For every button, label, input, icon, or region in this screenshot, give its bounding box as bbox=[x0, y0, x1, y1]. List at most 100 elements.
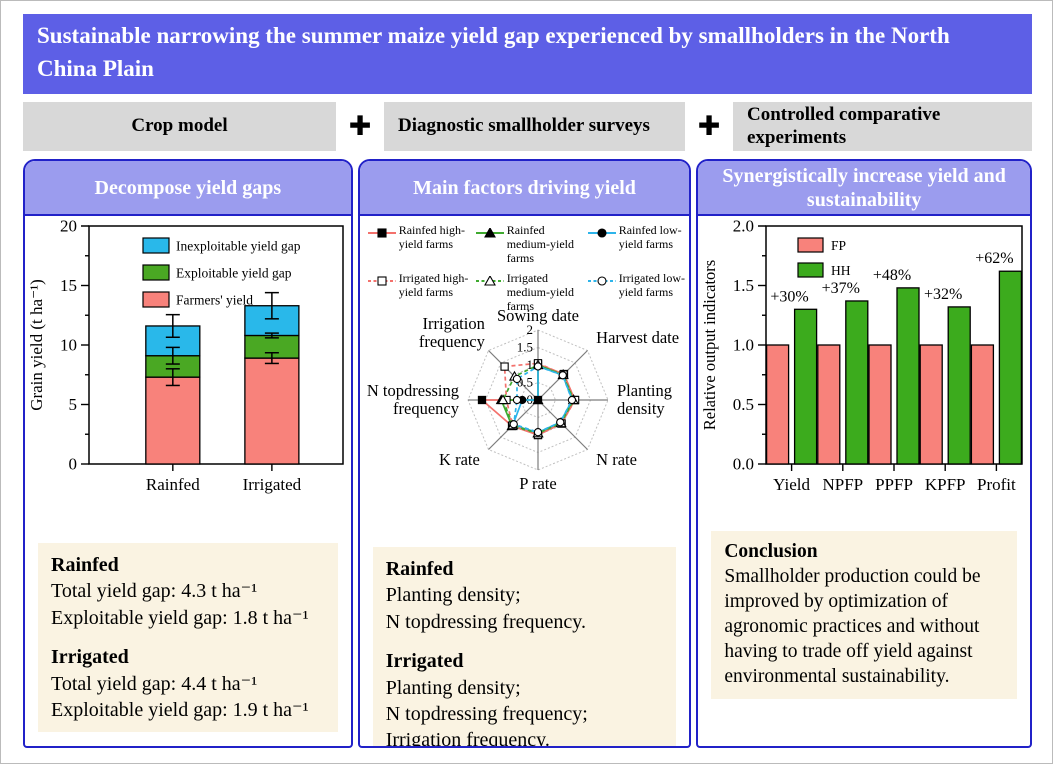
svg-text:Irrigation: Irrigation bbox=[422, 314, 484, 333]
note-box: Conclusion Smallholder production could b… bbox=[711, 531, 1017, 699]
note-line: Total yield gap: 4.4 t ha⁻¹ bbox=[51, 672, 258, 695]
stacked-bar-chart: 0 5 10 15 20 Grain yield (t ha⁻¹) Rainfed Irrig… bbox=[25, 216, 351, 515]
panel-header: Decompose yield gaps bbox=[25, 161, 351, 216]
legend-label: Rainfed high-yield farms bbox=[398, 223, 466, 251]
svg-text:15: 15 bbox=[60, 276, 77, 295]
figure-title: Sustainable narrowing the summer maize y… bbox=[23, 14, 1032, 94]
legend-entry: Irrigated medium-yield farms bbox=[475, 271, 588, 313]
legend-label: Irrigated low-yield farms bbox=[618, 271, 685, 300]
svg-text:1.5: 1.5 bbox=[733, 276, 754, 295]
svg-text:+37%: +37% bbox=[822, 280, 860, 297]
method-row: Crop model ✚ Diagnostic smallholder surv… bbox=[23, 102, 1032, 151]
legend-entry: Rainfed low-yield farms bbox=[587, 223, 690, 265]
svg-text:Planting: Planting bbox=[617, 381, 672, 400]
svg-text:2.0: 2.0 bbox=[733, 217, 754, 236]
svg-text:Harvest date: Harvest date bbox=[596, 328, 679, 347]
relative-output-chart: 0.0 0.5 1.0 1.5 2.0 Relative output indicator… bbox=[700, 217, 1024, 494]
svg-text:Relative output indicators: Relative output indicators bbox=[700, 260, 719, 430]
panel-header: Main factors driving yield bbox=[359, 161, 690, 216]
svg-text:+62%: +62% bbox=[976, 250, 1014, 267]
note-line: Exploitable yield gap: 1.9 t ha⁻¹ bbox=[51, 698, 309, 721]
svg-text:N rate: N rate bbox=[596, 450, 637, 469]
svg-text:+48%: +48% bbox=[873, 267, 911, 284]
note-line: Planting density; bbox=[385, 584, 521, 607]
svg-text:2: 2 bbox=[526, 322, 533, 337]
svg-text:density: density bbox=[617, 399, 665, 418]
note-line: N topdressing frequency. bbox=[385, 610, 586, 633]
note-heading: Conclusion bbox=[724, 541, 818, 562]
svg-text:10: 10 bbox=[60, 336, 77, 355]
legend-label: Rainfed low-yield farms bbox=[618, 223, 682, 251]
legend-marker-icon bbox=[367, 228, 396, 238]
svg-text:frequency: frequency bbox=[393, 399, 460, 418]
svg-text:20: 20 bbox=[60, 217, 77, 236]
svg-text:+30%: +30% bbox=[771, 288, 809, 305]
legend-label: Irrigated high-yield farms bbox=[398, 271, 469, 300]
note-line: N topdressing frequency; bbox=[385, 702, 588, 725]
svg-text:0: 0 bbox=[69, 455, 78, 474]
note-heading: Irrigated bbox=[51, 646, 129, 669]
svg-text:NPFP: NPFP bbox=[823, 475, 864, 494]
note-line: Irrigation frequency. bbox=[385, 729, 550, 748]
radar-chart: Rainfed high-yield farms Rainfed medium-y… bbox=[360, 216, 690, 515]
legend-entry: Rainfed medium-yield farms bbox=[475, 223, 588, 265]
note-heading: Irrigated bbox=[385, 650, 464, 673]
chart-legend: FP HH bbox=[797, 237, 851, 278]
radar-legend: Rainfed high-yield farms Rainfed medium-y… bbox=[360, 216, 690, 313]
svg-text:Irrigated: Irrigated bbox=[243, 475, 302, 494]
legend-label: Rainfed medium-yield farms bbox=[506, 223, 575, 265]
svg-text:0.5: 0.5 bbox=[733, 395, 754, 414]
svg-text:N topdressing: N topdressing bbox=[367, 381, 459, 400]
legend-entry: Irrigated low-yield farms bbox=[587, 271, 690, 313]
panel-header: Synergistically increase yield and susta… bbox=[698, 161, 1030, 216]
note-box: Rainfed Total yield gap: 4.3 t ha⁻¹ Exploi… bbox=[38, 543, 338, 733]
note-box: Rainfed Planting density; N topdressing fr… bbox=[372, 547, 677, 748]
svg-text:Sowing date: Sowing date bbox=[497, 306, 579, 325]
svg-text:KPFP: KPFP bbox=[925, 475, 966, 494]
svg-text:PPFP: PPFP bbox=[875, 475, 913, 494]
svg-text:Inexploitable yield gap: Inexploitable yield gap bbox=[176, 239, 301, 254]
note-heading: Rainfed bbox=[385, 558, 454, 580]
legend-marker-icon bbox=[587, 276, 616, 286]
svg-text:Profit: Profit bbox=[977, 475, 1016, 494]
svg-text:HH: HH bbox=[831, 263, 851, 278]
svg-text:Yield: Yield bbox=[774, 475, 811, 494]
svg-text:Grain yield (t ha⁻¹): Grain yield (t ha⁻¹) bbox=[27, 279, 46, 411]
plus-icon: ✚ bbox=[697, 111, 721, 142]
svg-text:0.0: 0.0 bbox=[733, 455, 754, 474]
note-line: Smallholder production could be improved… bbox=[724, 565, 981, 687]
svg-text:1.5: 1.5 bbox=[516, 340, 532, 355]
grain-yield-chart: 0 5 10 15 20 Grain yield (t ha⁻¹) Rainfed Irrig… bbox=[27, 217, 344, 494]
method-box-crop-model: Crop model bbox=[23, 102, 336, 151]
svg-text:Farmers' yield: Farmers' yield bbox=[176, 293, 253, 308]
svg-text:1.0: 1.0 bbox=[733, 336, 754, 355]
note-line: Total yield gap: 4.3 t ha⁻¹ bbox=[51, 580, 258, 603]
svg-text:Rainfed: Rainfed bbox=[146, 475, 200, 494]
panel-decompose-yield-gaps: Decompose yield gaps 0 5 10 15 20 Grain yield… bbox=[23, 159, 353, 748]
method-box-experiments: Controlled comparative experiments bbox=[733, 102, 1032, 151]
legend-marker-icon bbox=[587, 228, 616, 238]
legend-label: Irrigated medium-yield farms bbox=[506, 271, 575, 313]
svg-text:frequency: frequency bbox=[419, 332, 486, 351]
legend-marker-icon bbox=[475, 276, 504, 286]
legend-entry: Rainfed high-yield farms bbox=[367, 223, 476, 265]
plus-icon: ✚ bbox=[348, 111, 372, 142]
panels-row: Decompose yield gaps 0 5 10 15 20 Grain yield… bbox=[23, 159, 1032, 748]
svg-text:FP: FP bbox=[831, 238, 846, 253]
panel-main-factors: Main factors driving yield Rainfed high-… bbox=[357, 159, 692, 748]
note-heading: Rainfed bbox=[51, 554, 119, 576]
svg-text:K rate: K rate bbox=[439, 450, 480, 469]
method-box-surveys: Diagnostic smallholder surveys bbox=[384, 102, 685, 151]
legend-marker-icon bbox=[367, 276, 396, 286]
panel-synergy: Synergistically increase yield and susta… bbox=[696, 159, 1032, 748]
svg-text:Exploitable yield gap: Exploitable yield gap bbox=[176, 266, 292, 281]
legend-entry: Irrigated high-yield farms bbox=[367, 271, 476, 313]
svg-text:P rate: P rate bbox=[519, 474, 556, 493]
legend-marker-icon bbox=[475, 228, 504, 238]
note-line: Exploitable yield gap: 1.8 t ha⁻¹ bbox=[51, 606, 309, 629]
grouped-bar-chart: 0.0 0.5 1.0 1.5 2.0 Relative output indicator… bbox=[698, 216, 1030, 515]
svg-text:5: 5 bbox=[69, 395, 78, 414]
svg-text:+32%: +32% bbox=[924, 286, 962, 303]
svg-text:1: 1 bbox=[526, 357, 533, 372]
